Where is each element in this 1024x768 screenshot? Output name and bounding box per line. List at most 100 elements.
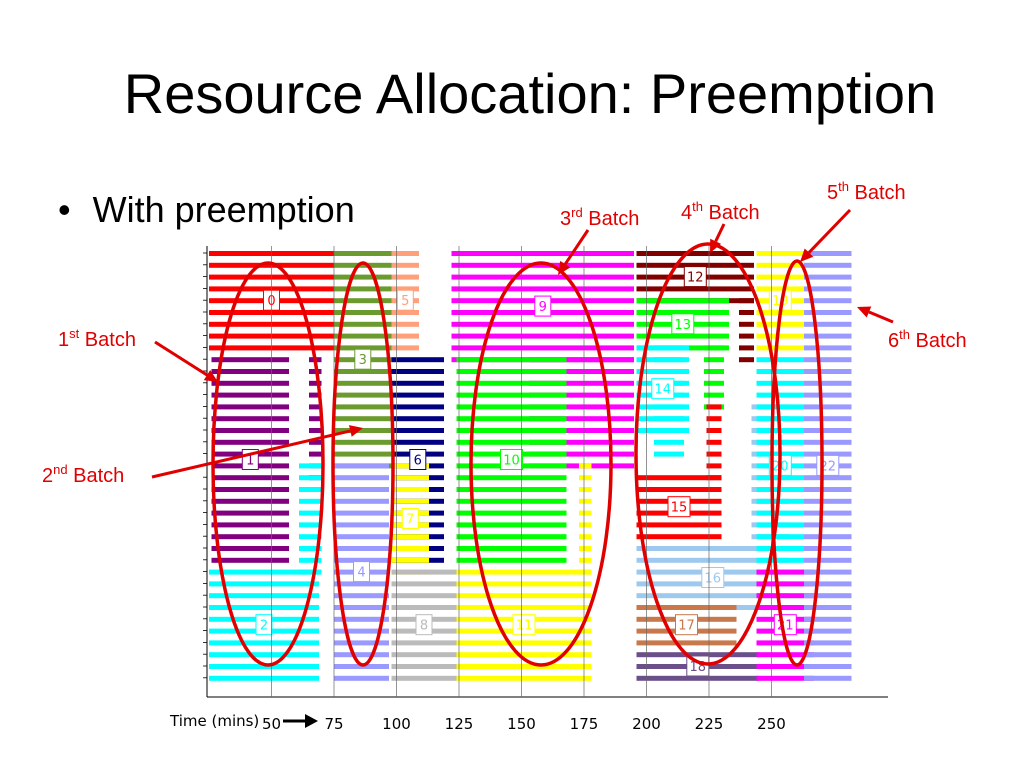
task-bar [211, 475, 289, 481]
task-bar [456, 581, 592, 587]
task-label-13: 13 [671, 313, 695, 335]
task-label-box [500, 449, 523, 470]
task-bar [334, 321, 392, 327]
task-bar [456, 380, 567, 386]
batch-number: 5 [827, 182, 838, 204]
task-bar [804, 628, 852, 634]
task-bar [804, 333, 852, 339]
task-label-text: 17 [678, 619, 695, 634]
task-bar [309, 404, 322, 410]
task-bar [334, 439, 392, 445]
x-axis-arrow-icon [283, 714, 318, 728]
batch-number: 2 [42, 465, 53, 487]
task-bar [456, 640, 592, 646]
task-bar [334, 416, 392, 422]
task-bar [529, 451, 634, 457]
task-label-box [353, 561, 370, 583]
task-bar [451, 333, 634, 339]
task-label-7: 7 [401, 508, 419, 529]
task-bar [456, 534, 567, 540]
task-bar [209, 593, 319, 599]
task-bar [211, 534, 289, 540]
task-label-text: 13 [675, 318, 692, 333]
task-bar [756, 546, 804, 551]
batch-ordinal-suffix: st [69, 326, 80, 341]
task-bar [804, 616, 852, 622]
task-bar [451, 262, 634, 268]
task-bar [456, 557, 567, 563]
task-bar [334, 593, 389, 599]
task-bar [334, 345, 392, 351]
task-bar [804, 428, 852, 433]
task-bar [309, 416, 322, 422]
task-bar [706, 404, 722, 410]
task-label-box [401, 508, 419, 529]
task-bar [334, 640, 389, 646]
batch-word: Batch [849, 182, 906, 204]
task-bar [211, 380, 289, 386]
task-bar [334, 616, 389, 622]
task-2 [209, 463, 322, 681]
batch-number: 3 [560, 208, 571, 230]
task-bar [804, 357, 852, 363]
task-label-text: 3 [359, 353, 367, 368]
task-bar [391, 581, 457, 587]
task-bar [529, 369, 634, 374]
x-tick-label: 100 [382, 715, 411, 733]
task-bar [334, 262, 392, 268]
task-bar [334, 274, 392, 280]
task-bar [756, 262, 804, 268]
task-bar [211, 522, 289, 528]
task-bar [456, 392, 567, 398]
task-bar [706, 428, 722, 433]
task-bar [456, 546, 567, 551]
task-bar [211, 357, 289, 363]
task-bar [334, 333, 392, 339]
task-bar [211, 392, 289, 398]
task-bar [804, 286, 852, 292]
task-bar [211, 428, 289, 433]
task-bar [706, 416, 722, 422]
task-bar [804, 404, 852, 410]
task-bar [391, 475, 429, 481]
task-bar [334, 451, 392, 457]
batch-ordinal-suffix: nd [53, 462, 67, 477]
task-bar [391, 357, 444, 363]
task-bar [391, 428, 444, 433]
task-bar [451, 286, 634, 292]
task-bar [756, 498, 804, 504]
task-bar [804, 321, 852, 327]
task-bar [529, 404, 634, 410]
task-bar [654, 404, 684, 410]
task-bar [334, 557, 389, 563]
task-label-16: 16 [701, 567, 725, 588]
batch-word: Batch [910, 330, 967, 352]
task-bar [451, 345, 634, 351]
task-bar [334, 628, 389, 634]
task-bar [211, 487, 289, 492]
task-label-text: 14 [655, 383, 672, 398]
task-bar [334, 369, 392, 374]
task-bar [804, 510, 852, 516]
task-bar [391, 404, 444, 410]
task-bar [456, 675, 592, 681]
batch-ordinal-suffix: th [838, 179, 849, 194]
batch-word: Batch [79, 329, 136, 351]
task-label-text: 2 [260, 619, 268, 634]
task-bar [456, 369, 567, 374]
task-bar [211, 439, 289, 445]
task-label-text: 5 [401, 294, 409, 309]
x-tick-label: 200 [632, 715, 661, 733]
task-bar [636, 675, 759, 681]
task-bar [579, 475, 592, 481]
task-label-2: 2 [255, 614, 273, 636]
x-axis-label: Time (mins) [169, 712, 259, 730]
task-bar [704, 345, 724, 351]
task-label-text: 12 [687, 271, 704, 286]
task-bar [299, 534, 322, 540]
task-bar [579, 546, 592, 551]
task-bar [211, 557, 289, 563]
task-bar [334, 522, 389, 528]
task-bar [334, 487, 389, 492]
